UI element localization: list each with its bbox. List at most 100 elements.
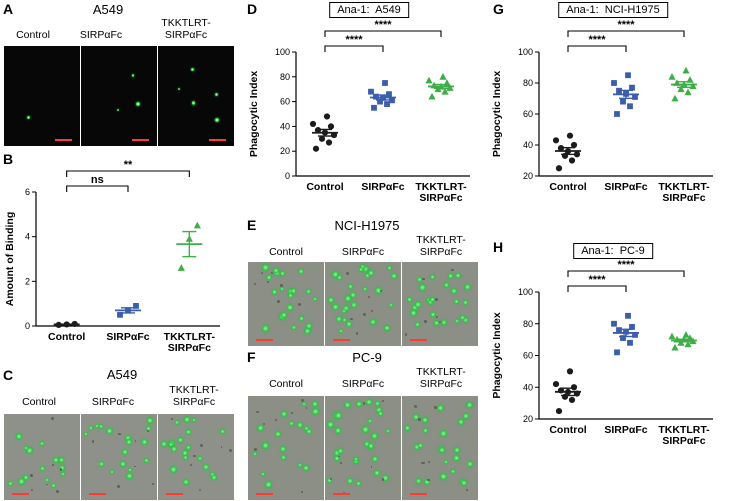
cell-dot — [415, 478, 421, 484]
debris-speck — [220, 445, 223, 448]
debris-speck — [60, 468, 63, 471]
cell-dot — [362, 286, 368, 292]
cell-dot — [161, 440, 168, 447]
y-tick-label: 100 — [518, 47, 533, 57]
scale-bar — [256, 493, 273, 495]
x-category-label: SIRPαFc — [604, 424, 647, 436]
cell-dot — [297, 462, 303, 468]
cell-dot — [280, 312, 287, 319]
data-point — [625, 72, 631, 79]
debris-speck — [329, 477, 332, 481]
cell-dot — [430, 311, 436, 318]
x-category-label: Control — [306, 181, 343, 193]
panel-label-e: E — [247, 217, 257, 233]
cell-dot — [334, 455, 340, 462]
data-point — [566, 368, 574, 375]
data-point — [552, 137, 560, 144]
debris-speck — [117, 432, 121, 436]
debris-speck — [340, 462, 342, 464]
debris-speck — [297, 303, 301, 307]
cell-dot — [424, 479, 431, 486]
debris-speck — [193, 454, 196, 458]
col-header-tkktlrt: TKKTLRT- SIRPαFc — [169, 384, 219, 408]
x-category-label: TKKTLRT-SIRPαFc — [415, 181, 467, 204]
cell-dot — [146, 417, 153, 424]
debris-speck — [422, 277, 425, 281]
cell-dot — [336, 274, 342, 280]
cell-dot — [18, 478, 25, 485]
micrograph-a549-phago-tkktlrt — [158, 414, 234, 500]
cell-dot — [39, 440, 45, 446]
cell-dot — [304, 327, 311, 335]
debris-speck — [466, 489, 469, 491]
cell-dot — [454, 318, 459, 323]
chart-d-title: Ana-1: A549 — [329, 2, 409, 18]
debris-speck — [55, 490, 59, 493]
data-point — [680, 80, 688, 88]
data-point — [71, 320, 78, 328]
cell-dot — [181, 449, 189, 457]
data-point — [625, 312, 631, 319]
y-axis-label: Phagocytic Index — [491, 71, 503, 158]
y-axis-label: Phagocytic Index — [491, 312, 503, 399]
data-point — [611, 320, 617, 327]
col-header-tkktlrt: TKKTLRT- SIRPαFc — [161, 17, 211, 41]
cell-dot — [411, 304, 419, 311]
cell-dot — [202, 463, 210, 470]
cell-dot — [327, 421, 334, 428]
panel-e-title: NCI-H1975 — [334, 218, 400, 233]
cell-dot — [83, 431, 89, 437]
data-point — [620, 98, 626, 105]
debris-speck — [280, 284, 283, 287]
debris-speck — [146, 429, 149, 432]
cell-dot — [8, 480, 14, 486]
data-point — [125, 307, 131, 314]
cell-dot — [332, 303, 339, 311]
scale-bar — [410, 339, 427, 341]
cell-dot — [368, 443, 375, 450]
x-category-label: Control — [549, 424, 586, 436]
cell-dot — [359, 264, 366, 270]
cell-dot — [430, 274, 435, 280]
cell-dot — [344, 295, 352, 302]
data-point — [117, 311, 123, 318]
col-header-control: Control — [269, 378, 303, 390]
debris-speck — [134, 465, 136, 468]
data-point — [312, 145, 320, 152]
cell-dot — [349, 292, 356, 299]
debris-speck — [370, 465, 373, 468]
cell-dot — [354, 457, 359, 462]
cell-dot — [463, 413, 469, 419]
x-category-label: SIRPαFc — [604, 181, 647, 193]
cell-dot — [125, 434, 132, 441]
data-point — [325, 139, 333, 146]
cell-dot — [290, 288, 297, 294]
cell-dot — [140, 438, 148, 446]
cell-dot — [252, 451, 257, 456]
data-point — [443, 79, 451, 86]
cell-dot — [412, 413, 419, 420]
data-point — [389, 97, 395, 104]
debris-speck — [275, 418, 278, 421]
cell-dot — [423, 428, 429, 433]
col-header-sirpafc: SIRPαFc — [341, 246, 385, 258]
data-point — [384, 101, 390, 107]
data-point — [193, 221, 201, 229]
sig-bracket — [66, 170, 190, 177]
cell-dot — [299, 315, 305, 321]
y-tick-label: 6 — [25, 187, 30, 197]
cell-dot — [369, 319, 376, 325]
data-point — [437, 82, 445, 90]
cell-dot — [365, 399, 373, 406]
cell-dot — [375, 287, 383, 295]
micrograph-h1975-control — [248, 262, 324, 346]
panel-a-title: A549 — [92, 2, 124, 17]
micrograph-a549-binding-tkktlrt — [158, 46, 234, 146]
data-point — [561, 152, 569, 159]
cell-dot — [427, 299, 434, 305]
binding-scatter-chart: 0 2 4 6 Amount of Binding Control SIRPαFc TKKTL… — [4, 159, 220, 354]
debris-speck — [420, 461, 423, 464]
debris-speck — [134, 440, 137, 442]
y-tick-label: 80 — [523, 78, 533, 88]
